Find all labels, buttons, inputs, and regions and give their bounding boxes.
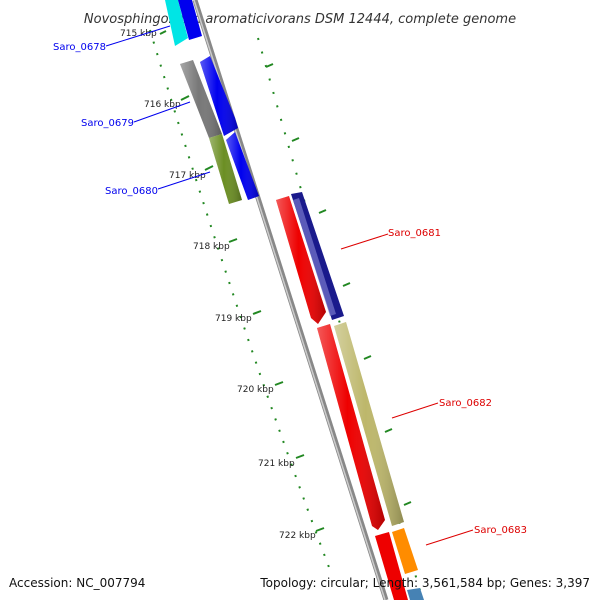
forward-genes bbox=[165, 0, 259, 204]
outer-guide-right bbox=[257, 37, 421, 591]
tick-label-716: 716 kbp bbox=[144, 100, 181, 110]
tick-marks bbox=[159, 30, 412, 532]
map-title: Novosphingobium aromaticivorans DSM 1244… bbox=[84, 12, 516, 27]
gene-label-saro-0681[interactable]: Saro_0681 bbox=[388, 228, 441, 239]
outer-guide-left bbox=[149, 29, 331, 571]
gene-label-saro-0683[interactable]: Saro_0683 bbox=[474, 525, 527, 536]
gene-label-saro-0678[interactable]: Saro_0678 bbox=[53, 42, 106, 53]
gene-block-red-3[interactable] bbox=[375, 532, 408, 600]
leader-saro-0678 bbox=[105, 25, 171, 47]
tick-label-722: 722 kbp bbox=[279, 531, 316, 541]
tick-label-715: 715 kbp bbox=[120, 29, 157, 39]
tick-label-717: 717 kbp bbox=[169, 171, 206, 181]
gene-label-saro-0682[interactable]: Saro_0682 bbox=[439, 398, 492, 409]
genome-summary-text: Topology: circular; Length: 3,561,584 bp… bbox=[260, 576, 590, 590]
gene-block-cyan[interactable] bbox=[165, 0, 188, 46]
gene-block-blue-top[interactable] bbox=[178, 0, 202, 40]
gene-block-steelblue[interactable] bbox=[407, 588, 424, 600]
gene-block-navy-inner bbox=[293, 198, 336, 316]
leader-saro-0682 bbox=[391, 402, 439, 419]
accession-text: Accession: NC_007794 bbox=[9, 576, 146, 590]
leader-saro-0680 bbox=[157, 171, 211, 190]
gene-label-saro-0680[interactable]: Saro_0680 bbox=[105, 186, 158, 197]
gene-label-saro-0679[interactable]: Saro_0679 bbox=[81, 118, 134, 129]
leader-saro-0683 bbox=[425, 529, 474, 546]
tick-label-718: 718 kbp bbox=[193, 242, 230, 252]
reverse-genes bbox=[276, 192, 424, 600]
tick-label-721: 721 kbp bbox=[258, 459, 295, 469]
leader-saro-0681 bbox=[340, 233, 389, 250]
tick-label-720: 720 kbp bbox=[237, 385, 274, 395]
tick-label-719: 719 kbp bbox=[215, 314, 252, 324]
leader-saro-0679 bbox=[133, 101, 191, 123]
gene-block-orange[interactable] bbox=[392, 528, 418, 574]
